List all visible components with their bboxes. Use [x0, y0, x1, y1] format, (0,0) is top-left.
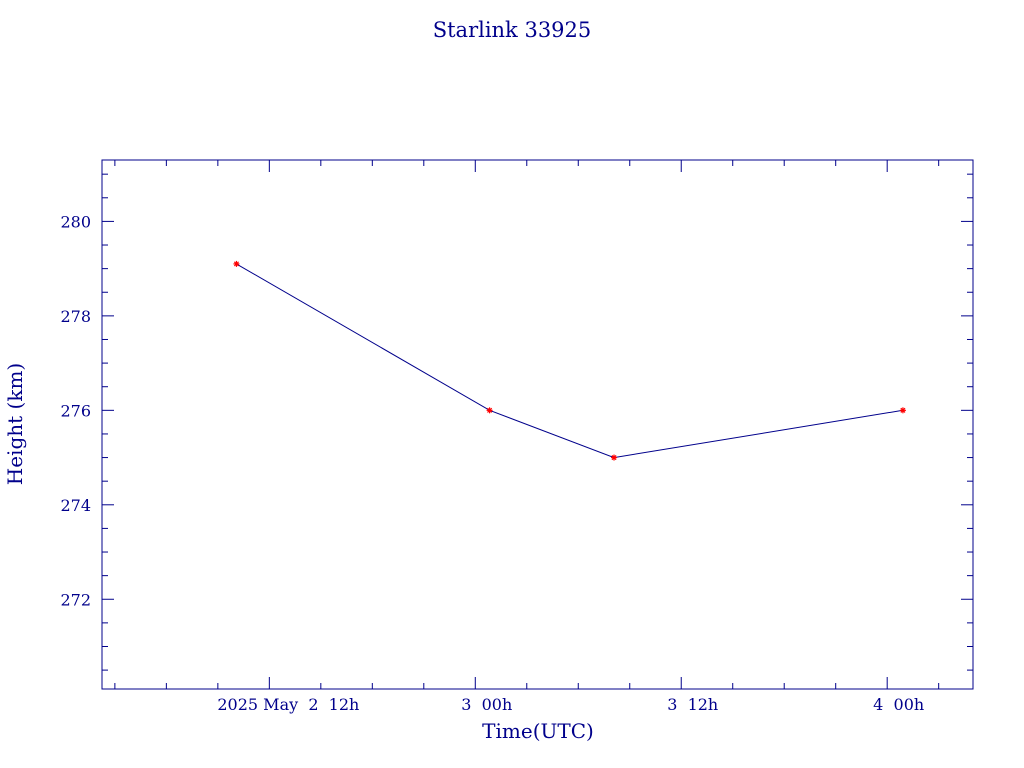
data-point-marker	[611, 454, 618, 461]
data-point-marker	[486, 407, 493, 414]
data-point-marker	[233, 260, 240, 267]
x-tick-label: 3 00h	[461, 695, 512, 714]
y-tick-label: 274	[60, 496, 91, 515]
chart-title: Starlink 33925	[433, 18, 592, 42]
minor-ticks	[102, 160, 973, 689]
y-tick-label: 272	[60, 590, 91, 609]
x-tick-label: 2025 May 2 12h	[217, 695, 359, 714]
data-point-marker-stroke	[233, 261, 239, 267]
plot-frame	[101, 159, 974, 690]
x-axis-label: Time(UTC)	[482, 719, 594, 743]
height-series-line	[236, 263, 903, 459]
data-point-marker	[899, 407, 906, 414]
y-tick-labels: 272 274 276 278 280	[60, 212, 91, 609]
major-ticks	[102, 160, 973, 689]
y-tick-label: 280	[60, 212, 91, 231]
x-tick-label: 3 12h	[667, 695, 718, 714]
x-tick-labels: 2025 May 2 12h 3 00h 3 12h 4 00h	[217, 695, 924, 714]
data-point-marker-stroke	[900, 407, 906, 413]
y-axis-label: Height (km)	[3, 363, 27, 485]
y-tick-label: 278	[60, 307, 91, 326]
data-point-marker-stroke	[487, 407, 493, 413]
y-tick-label: 276	[60, 401, 91, 420]
data-point-marker-stroke	[611, 455, 617, 461]
data-markers	[233, 260, 906, 461]
x-tick-label: 4 00h	[873, 695, 924, 714]
